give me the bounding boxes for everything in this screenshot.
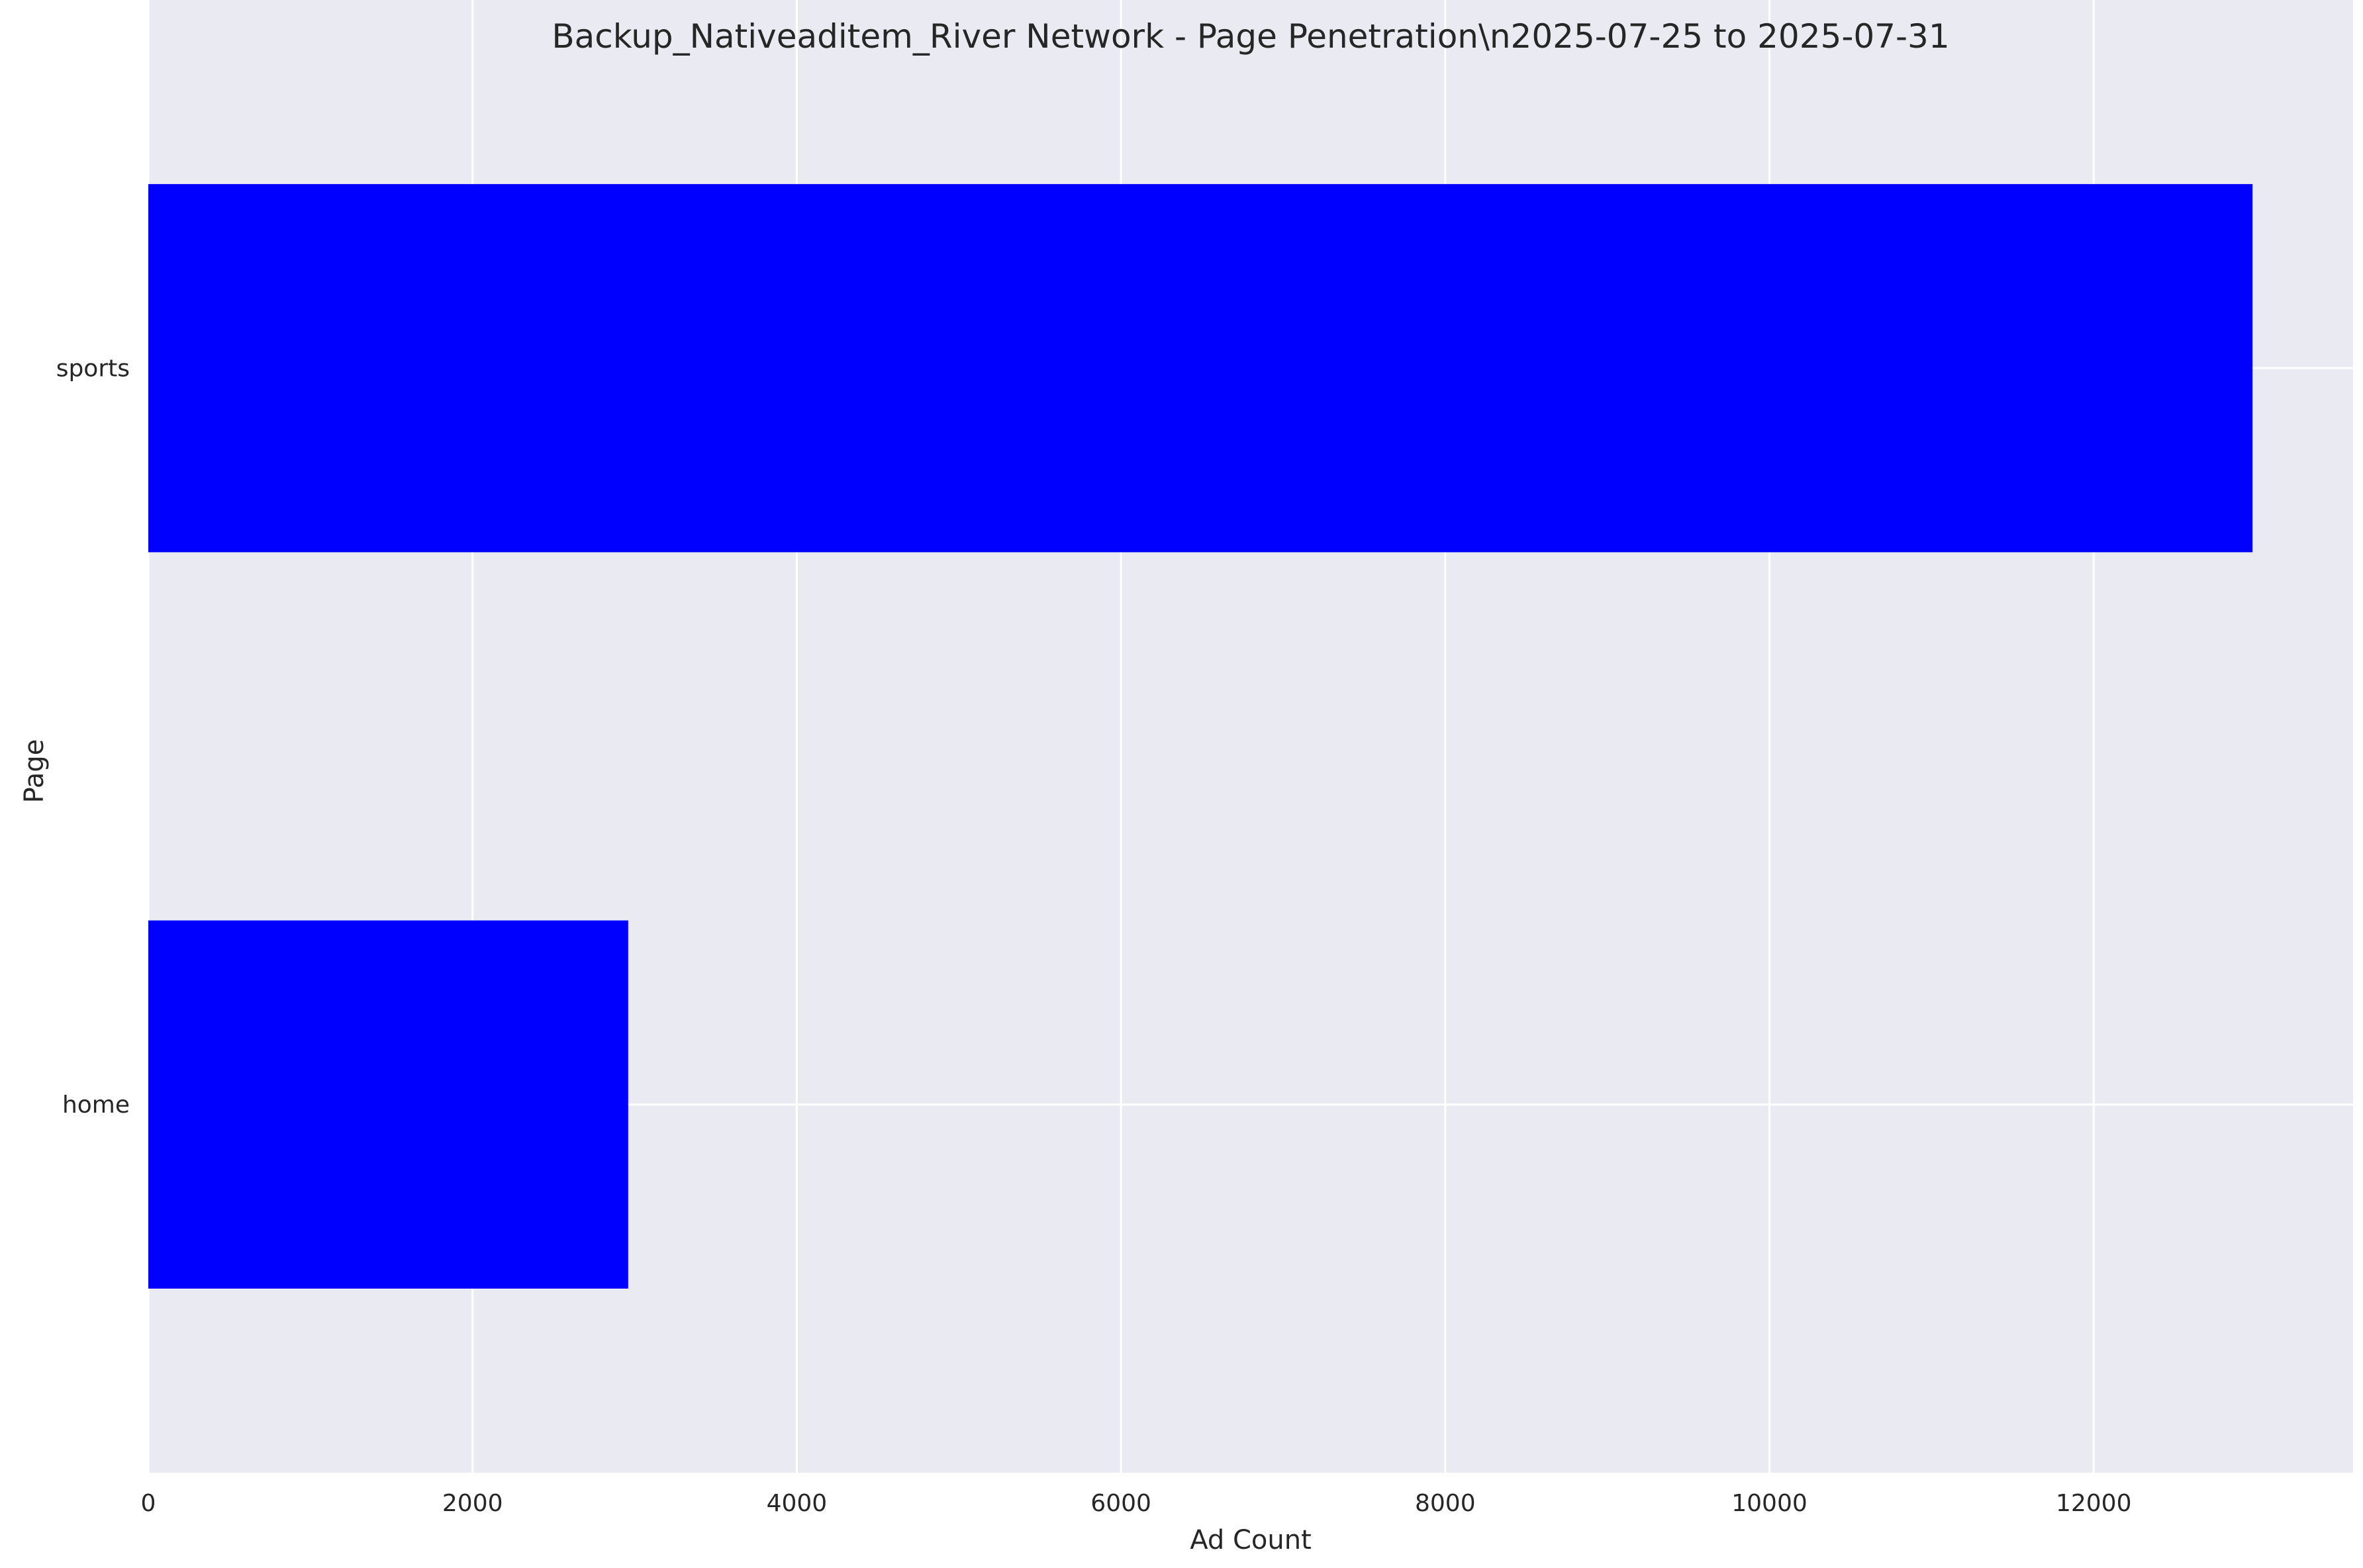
y-category-label: home [62, 1091, 130, 1119]
x-tick-label: 0 [141, 1490, 156, 1517]
x-tick-label: 10000 [1731, 1490, 1808, 1517]
x-tick-label: 6000 [1090, 1490, 1151, 1517]
y-category-label: sports [56, 355, 130, 382]
x-tick-label: 2000 [442, 1490, 503, 1517]
bar-sports [148, 184, 2253, 553]
chart-title: Backup_Nativeaditem_River Network - Page… [552, 17, 1949, 56]
bars [148, 184, 2253, 1289]
x-tick-label: 8000 [1415, 1490, 1476, 1517]
x-tick-label: 4000 [767, 1490, 828, 1517]
y-axis-label: Page [19, 739, 50, 804]
x-axis-label: Ad Count [1190, 1525, 1312, 1555]
bar-home [148, 920, 628, 1289]
x-tick-label: 12000 [2056, 1490, 2132, 1517]
x-tick-labels: 0 2000 4000 6000 8000 10000 12000 [141, 1490, 2132, 1517]
y-category-labels: sports home [56, 355, 130, 1119]
